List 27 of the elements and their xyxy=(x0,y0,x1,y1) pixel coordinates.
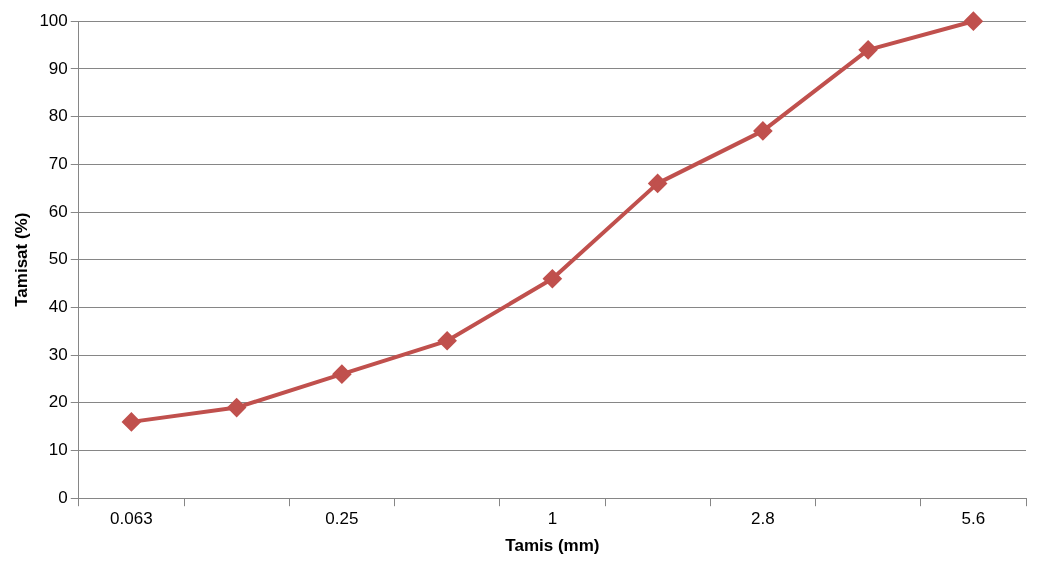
y-tick-label: 100 xyxy=(39,10,68,30)
point xyxy=(648,174,667,193)
point xyxy=(122,412,141,431)
y-tick-label: 80 xyxy=(48,106,68,126)
point xyxy=(543,269,562,288)
y-tick-label: 70 xyxy=(48,153,68,173)
point xyxy=(964,12,983,31)
y-axis-title: Tamisat (%) xyxy=(11,212,31,307)
y-tick-label: 40 xyxy=(48,297,68,317)
x-tick-label: 2.8 xyxy=(751,509,775,529)
y-tick-label: 10 xyxy=(48,440,68,460)
y-tick-label: 30 xyxy=(48,344,68,364)
y-tick-label: 0 xyxy=(58,487,68,507)
y-tick-label: 20 xyxy=(48,392,68,412)
point xyxy=(227,398,246,417)
point xyxy=(438,331,457,350)
x-tick-label: 0.063 xyxy=(110,509,153,529)
y-tick-label: 90 xyxy=(48,58,68,78)
x-axis-title: Tamis (mm) xyxy=(505,536,600,556)
x-tick-label: 1 xyxy=(547,509,558,529)
y-tick-label: 60 xyxy=(48,201,68,221)
point xyxy=(332,365,351,384)
x-tick-label: 0.25 xyxy=(325,509,359,529)
y-tick-label: 50 xyxy=(48,249,68,269)
point xyxy=(753,121,772,140)
x-tick-label: 5.6 xyxy=(961,509,986,529)
point xyxy=(859,40,878,59)
